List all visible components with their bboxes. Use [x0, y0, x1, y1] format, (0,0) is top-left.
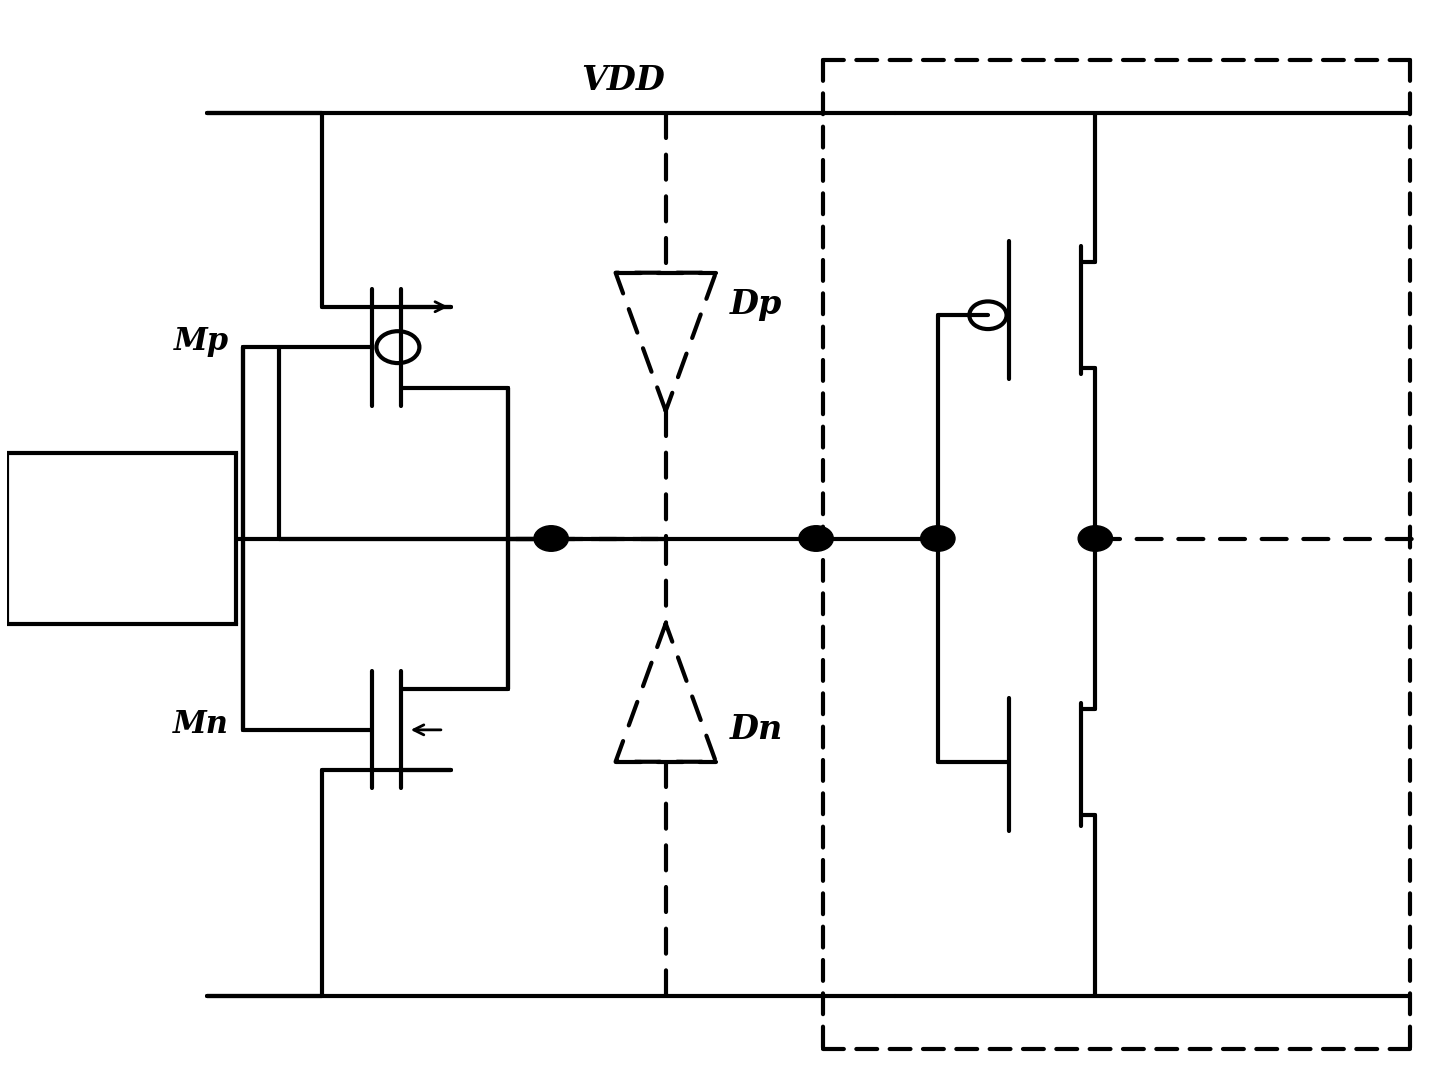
Text: Dn: Dn [730, 713, 784, 746]
Text: VDD: VDD [581, 65, 665, 97]
Circle shape [921, 526, 954, 551]
Text: Mp: Mp [174, 326, 228, 358]
Text: Mn: Mn [174, 709, 228, 740]
Circle shape [534, 526, 568, 551]
Text: Dp: Dp [730, 289, 782, 321]
Bar [7, 453, 236, 624]
Circle shape [1079, 526, 1112, 551]
Circle shape [798, 526, 833, 551]
